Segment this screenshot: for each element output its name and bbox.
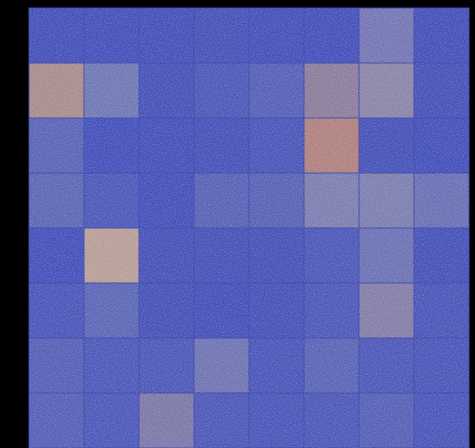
page: (() => { const data = JSON.parse(documen… — [0, 0, 475, 448]
texture — [29, 8, 469, 448]
mosaic — [0, 0, 475, 448]
